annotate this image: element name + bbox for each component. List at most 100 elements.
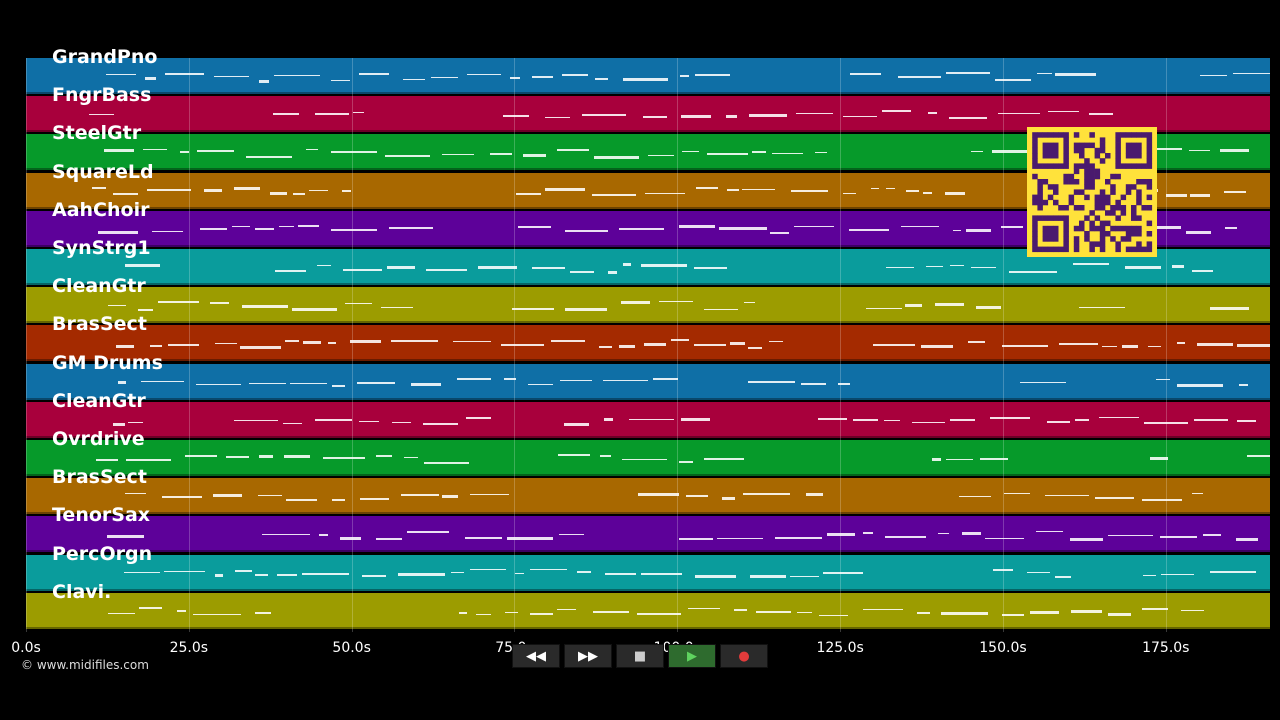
note-mark (681, 418, 710, 422)
note-mark (214, 574, 224, 578)
note-mark (1143, 422, 1189, 425)
note-mark (330, 151, 378, 154)
track-label: CleanGtr (52, 389, 146, 412)
note-mark (958, 496, 992, 498)
note-mark (1108, 535, 1154, 537)
track-lane (26, 516, 1270, 553)
note-mark (842, 115, 877, 117)
note-mark (143, 149, 167, 151)
note-mark (557, 454, 590, 457)
note-mark (137, 308, 154, 311)
note-mark (722, 496, 736, 500)
note-mark (994, 78, 1031, 81)
note-mark (196, 150, 235, 153)
note-mark (772, 153, 804, 155)
note-mark (302, 340, 321, 344)
note-mark (862, 608, 904, 610)
note-mark (1236, 420, 1256, 423)
note-mark (559, 533, 584, 535)
note-mark (469, 493, 509, 495)
note-mark (466, 416, 492, 419)
note-mark (163, 571, 206, 573)
note-mark (127, 422, 144, 424)
track-label: PercOrgn (52, 542, 153, 565)
note-mark (423, 423, 459, 426)
note-mark (425, 268, 468, 271)
note-mark (442, 154, 474, 156)
note-mark (259, 79, 270, 83)
note-mark (769, 340, 784, 342)
note-mark (240, 345, 281, 349)
note-mark (376, 537, 403, 540)
note-mark (327, 341, 337, 344)
note-mark (157, 301, 199, 304)
note-mark (283, 455, 310, 459)
note-mark (1002, 614, 1024, 617)
note-mark (214, 342, 238, 344)
note-mark (837, 383, 851, 386)
note-mark (1161, 574, 1194, 576)
note-mark (865, 308, 902, 310)
note-mark (882, 110, 912, 113)
fast-forward-button[interactable]: ▶▶ (564, 644, 612, 668)
note-mark (790, 189, 828, 192)
note-mark (945, 459, 974, 461)
note-mark (117, 380, 127, 384)
note-mark (603, 418, 613, 422)
note-mark (298, 225, 320, 228)
note-mark (643, 343, 667, 347)
note-mark (1156, 379, 1171, 381)
note-mark (938, 532, 950, 534)
note-mark (125, 458, 172, 461)
note-mark (457, 378, 492, 381)
note-mark (755, 610, 792, 613)
note-mark (147, 189, 191, 192)
note-mark (204, 188, 223, 192)
note-mark (1046, 420, 1071, 423)
track-lane (26, 401, 1270, 438)
note-mark (1186, 230, 1211, 234)
note-mark (1108, 613, 1131, 617)
note-mark (679, 460, 693, 463)
track-label: TenorSax (52, 504, 151, 527)
track-label: SquareLd (52, 160, 154, 183)
note-mark (678, 537, 713, 540)
play-button[interactable]: ▶ (668, 644, 716, 668)
note-mark (1171, 264, 1184, 268)
note-mark (261, 533, 310, 535)
track-label: SteelGtr (52, 122, 142, 145)
note-mark (257, 495, 282, 497)
note-mark (1074, 418, 1089, 421)
track-lane (26, 440, 1270, 476)
note-mark (742, 492, 790, 495)
note-mark (1189, 194, 1211, 198)
note-mark (622, 77, 668, 81)
note-mark (475, 613, 491, 615)
note-mark (532, 75, 554, 78)
note-mark (917, 612, 931, 615)
note-mark (1219, 149, 1249, 153)
note-mark (1079, 307, 1125, 309)
note-mark (725, 114, 737, 118)
note-mark (733, 609, 747, 612)
note-mark (1199, 74, 1228, 76)
note-mark (748, 114, 787, 118)
note-mark (104, 149, 135, 153)
note-mark (1019, 382, 1067, 384)
track-label: AahChoir (52, 198, 150, 221)
note-mark (1235, 537, 1258, 541)
stop-button[interactable]: ■ (616, 644, 664, 668)
tick-label: 150.0s (979, 640, 1027, 656)
note-mark (871, 188, 880, 190)
note-mark (659, 301, 694, 303)
rewind-button[interactable]: ◀◀ (512, 644, 560, 668)
note-mark (686, 495, 709, 498)
note-mark (501, 344, 545, 347)
note-mark (1223, 191, 1246, 194)
note-mark (531, 266, 565, 269)
note-mark (400, 494, 440, 497)
track-lane (26, 554, 1270, 591)
note-mark (827, 532, 856, 536)
note-mark (962, 531, 981, 535)
record-button[interactable]: ● (720, 644, 768, 668)
